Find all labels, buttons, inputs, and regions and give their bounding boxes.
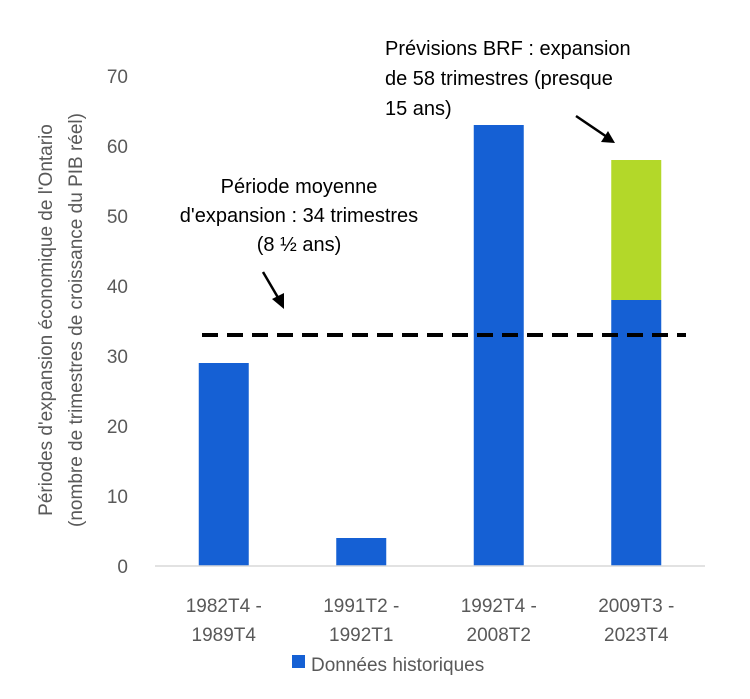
- y-tick-label: 50: [107, 207, 128, 228]
- bar-historique: [336, 538, 387, 566]
- x-tick-label: 2023T4: [604, 625, 669, 646]
- x-tick-label: 1992T1: [329, 625, 393, 646]
- bar-historique: [473, 125, 524, 566]
- legend-swatch-historique: [292, 655, 305, 668]
- y-tick-label: 70: [107, 67, 128, 88]
- y-tick-label: 20: [107, 417, 128, 438]
- legend: Données historiques: [292, 655, 484, 676]
- x-tick-label: 2009T3 -: [598, 596, 674, 617]
- y-tick-label: 40: [107, 277, 128, 298]
- x-tick-label: 1991T2 -: [323, 596, 399, 617]
- y-tick-label: 0: [117, 557, 128, 578]
- bar-historique: [611, 300, 662, 566]
- annotation-average-arrow: [261, 271, 284, 309]
- annotation-average: Période moyenne d'expansion : 34 trimest…: [180, 176, 418, 256]
- x-tick-label: 1982T4 -: [186, 596, 262, 617]
- x-tick-label: 1989T4: [192, 625, 257, 646]
- annotation-average-line-3: (8 ½ ans): [257, 234, 341, 256]
- legend-label-historique: Données historiques: [311, 655, 484, 676]
- annotation-average-line-2: d'expansion : 34 trimestres: [180, 205, 418, 227]
- annotation-forecast-line-2: de 58 trimestres (presque: [385, 68, 613, 90]
- bar-prevision: [611, 160, 662, 300]
- annotation-forecast: Prévisions BRF : expansion de 58 trimest…: [385, 38, 631, 120]
- bars: [198, 125, 662, 566]
- y-axis-ticks: 0 10 20 30 40 50 60 70: [107, 67, 128, 578]
- x-tick-label: 1992T4 -: [461, 596, 537, 617]
- y-axis-title: Périodes d'expansion économique de l'Ont…: [36, 113, 87, 527]
- x-tick-label: 2008T2: [467, 625, 531, 646]
- y-axis-title-line-1: Périodes d'expansion économique de l'Ont…: [36, 124, 57, 516]
- y-tick-label: 30: [107, 347, 128, 368]
- y-tick-label: 10: [107, 487, 128, 508]
- x-axis-categories: 1982T4 - 1989T4 1991T2 - 1992T1 1992T4 - 2008…: [186, 596, 675, 646]
- annotation-average-line-1: Période moyenne: [221, 176, 378, 198]
- annotation-forecast-line-1: Prévisions BRF : expansion: [385, 38, 631, 60]
- bar-historique: [198, 363, 249, 566]
- y-axis-title-line-2: (nombre de trimestres de croissance du P…: [66, 113, 87, 527]
- annotation-forecast-arrow: [575, 114, 615, 143]
- y-tick-label: 60: [107, 137, 128, 158]
- annotation-forecast-line-3: 15 ans): [385, 98, 452, 120]
